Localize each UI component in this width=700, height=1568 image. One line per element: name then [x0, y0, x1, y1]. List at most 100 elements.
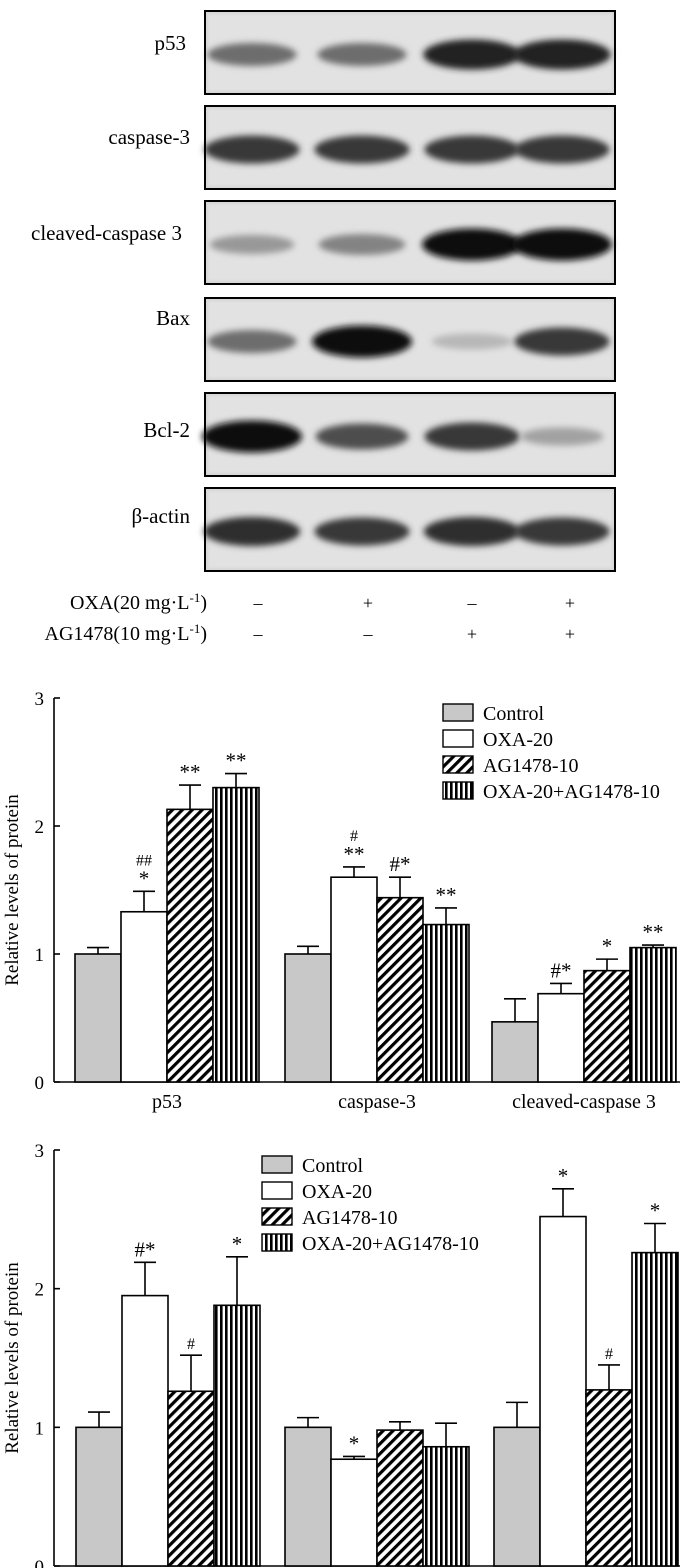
y-tick-label: 2	[35, 1280, 45, 1301]
significance-mark-0-2: **	[180, 760, 201, 784]
legend: Control OXA-20 AG1478-10 OXA-20+AG1478-10	[442, 703, 660, 803]
blot-row-1: caspase-3	[108, 105, 616, 190]
legend-swatch	[442, 781, 474, 800]
blot-row-3: Bax	[156, 297, 616, 382]
significance-mark-2-3: **	[643, 920, 664, 944]
bar-1-3	[422, 1445, 470, 1567]
legend-swatch	[442, 755, 474, 774]
blot-band	[424, 422, 520, 451]
significance-mark-2-1: #*	[551, 958, 572, 982]
significance-mark-1-1: #	[350, 828, 358, 845]
bar-1-2	[376, 896, 424, 1083]
blot-band	[204, 135, 300, 164]
blot-band	[514, 517, 610, 546]
significance-mark-2-1: *	[558, 1164, 569, 1188]
legend-label: AG1478-10	[483, 755, 579, 777]
bar-1-0	[284, 953, 332, 1083]
bar-0-1	[120, 910, 168, 1083]
treatment-sign: +	[565, 624, 575, 644]
significance-mark-0-1: ##	[136, 852, 152, 869]
legend-swatch	[261, 1233, 293, 1252]
bar-1-3	[422, 923, 470, 1083]
legend-swatch	[442, 729, 474, 748]
legend-swatch	[261, 1207, 293, 1226]
blot-band	[314, 135, 410, 164]
treatment-label-main: AG1478(10 mg·L	[45, 623, 190, 645]
blot-band	[514, 135, 610, 164]
bar-1-1	[330, 1458, 378, 1567]
y-tick-label: 3	[35, 689, 45, 710]
bar-2-1	[539, 1215, 587, 1567]
treatment-row-0: OXA(20 mg·L-1) – + – +	[70, 590, 575, 614]
treatment-label-main: OXA(20 mg·L	[70, 592, 189, 614]
blot-band	[318, 234, 406, 255]
blot-frame	[204, 10, 616, 95]
bar-2-2	[583, 969, 631, 1083]
category-label: p53	[152, 1091, 182, 1113]
legend-swatch	[261, 1181, 293, 1200]
treatment-sign: –	[253, 593, 264, 613]
treatment-label: AG1478(10 mg·L-1)	[45, 621, 208, 645]
blot-frame	[204, 105, 616, 190]
blot-band	[514, 327, 610, 356]
blot-protein-label: β-actin	[132, 504, 191, 528]
bar-0-2	[167, 1390, 215, 1567]
blot-band	[317, 43, 407, 66]
bar-0-3	[213, 1304, 261, 1567]
blot-row-4: Bcl-2	[143, 392, 616, 477]
blot-band	[209, 235, 295, 254]
significance-mark-2-2: *	[602, 934, 613, 958]
significance-mark-1-2: #*	[390, 852, 411, 876]
y-tick-label: 1	[35, 945, 45, 966]
significance-mark-2-3: *	[650, 1198, 661, 1222]
treatment-label-sup: -1	[189, 621, 200, 636]
blot-protein-label: Bcl-2	[143, 418, 190, 442]
blot-band	[314, 517, 410, 546]
y-axis-label: Relative levels of protein	[2, 1262, 23, 1454]
bar-2-0	[491, 1021, 539, 1083]
blot-band	[520, 427, 604, 446]
blot-protein-label: cleaved-caspase 3	[31, 221, 182, 245]
y-axis-label: Relative levels of protein	[2, 794, 23, 986]
y-tick-label: 0	[35, 1073, 45, 1094]
bar-1-1	[330, 876, 378, 1083]
treatment-row-1: AG1478(10 mg·L-1) – – + +	[45, 621, 576, 645]
significance-mark-1-1: *	[349, 1431, 360, 1455]
blot-band	[202, 420, 302, 453]
blot-protein-label: Bax	[156, 306, 190, 330]
blot-row-5: β-actin	[132, 487, 616, 572]
blot-band	[512, 228, 612, 261]
blot-frame	[204, 200, 616, 285]
legend-label: Control	[483, 703, 545, 725]
treatment-sign: +	[363, 593, 373, 613]
blot-band	[423, 39, 521, 70]
blot-row-0: p53	[155, 10, 616, 95]
y-tick-label: 1	[35, 1418, 45, 1439]
bar-0-0	[75, 1426, 123, 1567]
bar-2-3	[629, 946, 677, 1083]
blot-protein-label: p53	[155, 31, 187, 55]
treatment-label-sup: -1	[189, 590, 200, 605]
legend: Control OXA-20 AG1478-10 OXA-20+AG1478-10	[261, 1155, 479, 1255]
legend-label: OXA-20	[483, 729, 553, 751]
blot-frame	[204, 487, 616, 572]
treatment-sign: –	[363, 624, 374, 644]
bar-0-2	[166, 808, 214, 1083]
bar-2-0	[493, 1426, 541, 1567]
blot-row-2: cleaved-caspase 3	[31, 200, 616, 285]
treatment-label-close: )	[200, 592, 207, 614]
bar-2-1	[537, 992, 585, 1083]
significance-mark-0-1: #*	[135, 1237, 156, 1261]
treatment-table: OXA(20 mg·L-1) – + – +AG1478(10 mg·L-1) – – + +	[45, 590, 576, 645]
legend-label: OXA-20	[302, 1181, 372, 1203]
y-tick-label: 2	[35, 817, 45, 838]
significance-mark-0-3: **	[226, 749, 247, 773]
bar-1-0	[284, 1426, 332, 1567]
blot-band	[203, 517, 301, 546]
treatment-sign: –	[253, 624, 264, 644]
bar-2-2	[585, 1389, 633, 1567]
blot-frame	[204, 297, 616, 382]
bar-0-1	[121, 1294, 169, 1567]
